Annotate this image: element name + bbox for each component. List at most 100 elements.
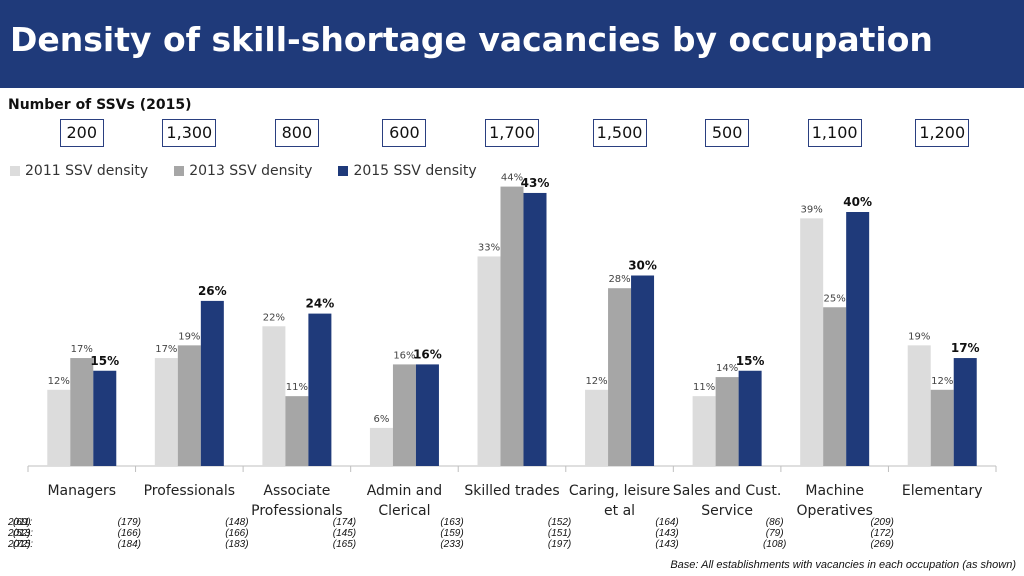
base-value: (165) <box>332 539 357 550</box>
category-label: Admin and <box>367 483 442 499</box>
base-value: (152) <box>547 517 572 528</box>
legend-label-2011: 2011 SSV density <box>25 163 149 179</box>
data-label: 28% <box>608 274 630 285</box>
bar-2011 <box>692 396 716 466</box>
bar-2011 <box>47 389 71 466</box>
base-value: (183) <box>225 539 249 550</box>
bar-2011 <box>477 256 501 466</box>
category-label: Elementary <box>902 483 983 499</box>
bar-2011 <box>585 389 609 466</box>
base-value: (159) <box>440 528 464 539</box>
base-value: (108) <box>762 539 787 550</box>
data-label: 17% <box>71 344 93 355</box>
base-value: (197) <box>547 539 572 550</box>
category-label: Professionals <box>144 483 235 499</box>
ssv-count-box: 200 <box>59 119 104 147</box>
bar-2015 <box>93 370 117 466</box>
data-label: 12% <box>585 376 607 387</box>
base-value: (143) <box>655 528 679 539</box>
data-label: 19% <box>908 331 930 342</box>
data-label: 44% <box>501 173 523 184</box>
base-value: (179) <box>117 517 141 528</box>
ssv-count-box: 800 <box>274 119 319 147</box>
bar-2011 <box>907 345 931 466</box>
category-label: Managers <box>47 483 116 499</box>
base-value: (164) <box>655 517 679 528</box>
legend-swatch-2013 <box>174 166 185 176</box>
bar-2011 <box>262 326 286 466</box>
bar-2015 <box>631 275 655 466</box>
ssv-count-box: 1,100 <box>807 119 862 147</box>
base-row-label: 2011: <box>8 517 33 528</box>
base-value: (209) <box>870 517 894 528</box>
ssv-count-box: 600 <box>382 119 427 147</box>
data-label: 26% <box>198 284 227 298</box>
bar-2015 <box>846 212 870 466</box>
base-value: (163) <box>440 517 464 528</box>
base-value: (86) <box>765 517 784 528</box>
ssv-count-box: 500 <box>705 119 750 147</box>
data-label: 16% <box>393 350 415 361</box>
data-label: 40% <box>843 195 872 209</box>
base-value: (174) <box>332 517 357 528</box>
category-label: Sales and Cust. <box>673 483 781 499</box>
base-value: (79) <box>765 528 784 539</box>
category-label: et al <box>604 503 635 519</box>
data-label: 33% <box>478 242 500 253</box>
bar-2015 <box>415 364 439 466</box>
category-label: Service <box>701 503 753 519</box>
legend-label-2013: 2013 SSV density <box>189 163 313 179</box>
bar-2015 <box>523 192 547 466</box>
category-label: Clerical <box>378 503 430 519</box>
base-value: (269) <box>870 539 894 550</box>
bar-2013 <box>715 377 739 466</box>
category-label: Skilled trades <box>464 483 559 499</box>
bar-2013 <box>70 358 94 466</box>
bar-2015 <box>953 358 977 466</box>
bar-2013 <box>285 396 309 466</box>
legend-swatch-2011 <box>10 166 20 176</box>
legend-item-2011: 2011 SSV density <box>10 163 148 179</box>
base-value: (69) <box>12 517 31 528</box>
data-label: 19% <box>178 331 200 342</box>
data-label: 43% <box>521 176 550 190</box>
bar-2013 <box>392 364 416 466</box>
data-label: 11% <box>693 382 715 393</box>
data-label: 25% <box>824 293 846 304</box>
data-label: 30% <box>628 259 657 273</box>
base-value: (52) <box>12 528 31 539</box>
data-label: 12% <box>931 376 953 387</box>
chart-legend: 2011 SSV density 2013 SSV density 2015 S… <box>10 163 503 179</box>
category-label: Professionals <box>251 503 342 519</box>
bar-2015 <box>738 370 762 466</box>
data-label: 11% <box>286 382 308 393</box>
title-bar: Density of skill-shortage vacancies by o… <box>0 0 1024 88</box>
data-label: 16% <box>413 347 442 361</box>
ssv-count-heading: Number of SSVs (2015) <box>8 97 192 113</box>
data-label: 14% <box>716 363 738 374</box>
legend-item-2013: 2013 SSV density <box>174 163 312 179</box>
category-label: Caring, leisure <box>569 483 670 499</box>
base-value: (143) <box>655 539 679 550</box>
base-value: (145) <box>332 528 357 539</box>
base-value: (166) <box>117 528 141 539</box>
base-row-label: 2013: <box>8 528 34 539</box>
data-label: 15% <box>736 354 765 368</box>
data-label: 24% <box>306 297 335 311</box>
bar-2013 <box>823 307 847 466</box>
data-label: 15% <box>90 354 119 368</box>
data-label: 17% <box>155 344 177 355</box>
ssv-count-box: 1,700 <box>485 119 539 147</box>
base-value: (172) <box>870 528 894 539</box>
bar-2015 <box>200 300 224 466</box>
base-value: (184) <box>117 539 141 550</box>
legend-swatch-2015 <box>338 166 349 176</box>
bar-2013 <box>500 186 524 466</box>
base-value: (233) <box>440 539 464 550</box>
base-value: (166) <box>225 528 249 539</box>
base-value: (148) <box>225 517 249 528</box>
bar-2013 <box>177 345 201 466</box>
ssv-count-box: 1,200 <box>915 119 970 147</box>
bar-2013 <box>608 288 632 466</box>
